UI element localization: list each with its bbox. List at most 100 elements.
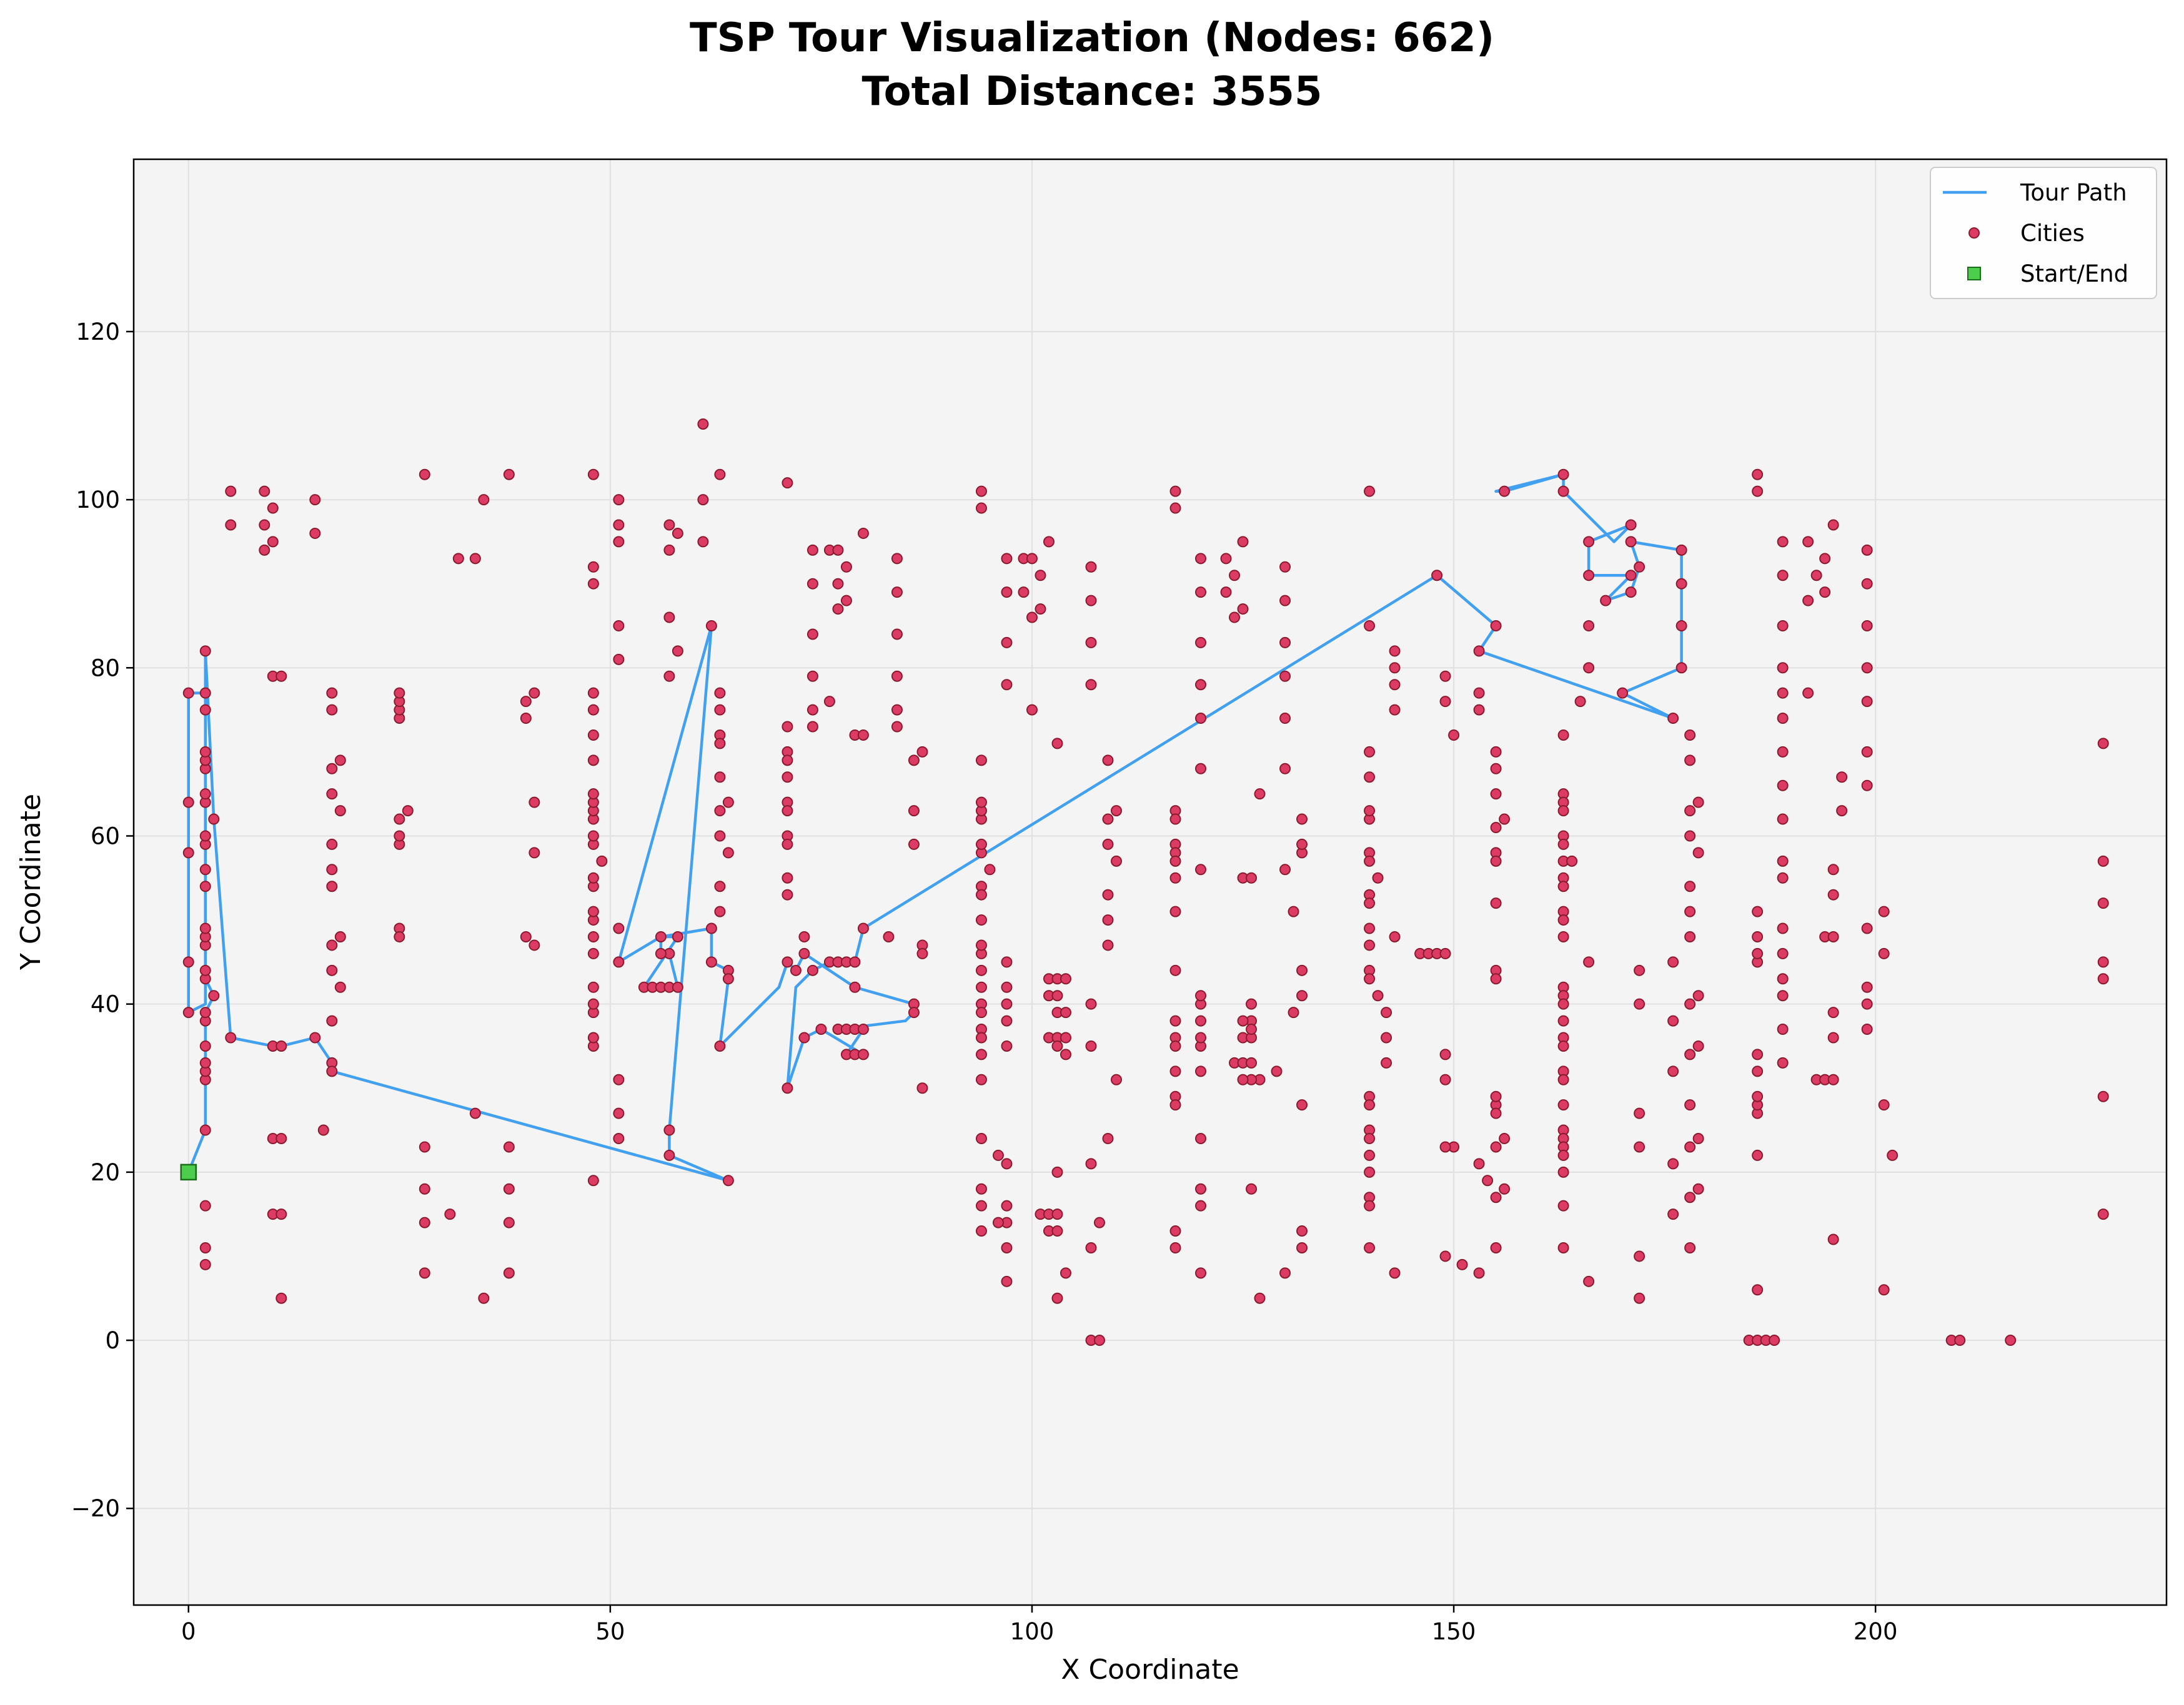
city-point [1836, 771, 1848, 783]
city-point [199, 922, 211, 934]
city-point [1060, 1267, 1071, 1279]
city-point [1819, 586, 1831, 598]
city-point [1220, 553, 1232, 565]
city-point [975, 964, 987, 976]
city-point [1001, 679, 1013, 691]
city-point [1861, 696, 1873, 708]
city-point [2097, 897, 2109, 909]
city-point [1364, 1166, 1376, 1178]
city-point [1364, 771, 1376, 783]
city-point [722, 796, 734, 808]
city-point [714, 1040, 726, 1052]
city-point [975, 838, 987, 850]
city-point [1777, 687, 1789, 699]
city-point [1557, 998, 1569, 1010]
city-point [1557, 1149, 1569, 1161]
city-point [1861, 779, 1873, 791]
x-axis-label: X Coordinate [1061, 1654, 1239, 1686]
city-point [1051, 1166, 1063, 1178]
city-point [1752, 931, 1764, 942]
city-point [782, 771, 793, 783]
plot-area [134, 159, 2167, 1605]
city-point [1237, 1015, 1249, 1027]
city-point [1279, 595, 1291, 606]
city-point [807, 628, 818, 640]
city-point [857, 527, 869, 539]
city-point [1085, 561, 1097, 573]
city-point [1490, 763, 1502, 774]
tour-segment [803, 952, 856, 989]
city-point [807, 578, 818, 590]
city-point [984, 864, 996, 876]
grid-layer [134, 159, 2167, 1605]
city-point [1364, 973, 1376, 985]
city-point [529, 847, 540, 859]
city-point [334, 754, 346, 766]
city-point [520, 713, 532, 724]
city-point [587, 788, 599, 800]
city-point [1684, 729, 1696, 741]
city-point [1557, 1166, 1569, 1178]
city-point [807, 670, 818, 682]
city-point [1169, 813, 1181, 825]
city-point [1110, 855, 1122, 867]
city-point [1675, 544, 1687, 556]
city-point [782, 889, 793, 901]
city-point [1752, 485, 1764, 497]
city-point [1777, 536, 1789, 548]
city-point [326, 1015, 338, 1027]
city-point [1102, 914, 1114, 926]
x-tick-label: 100 [1010, 1618, 1055, 1645]
city-point [587, 906, 599, 917]
city-point [326, 939, 338, 951]
city-point [1026, 611, 1038, 623]
city-point [722, 1175, 734, 1187]
city-point [883, 931, 895, 942]
city-point [267, 536, 279, 548]
legend-label-start-end: Start/End [2020, 260, 2128, 287]
city-point [1557, 931, 1569, 942]
city-point [663, 544, 675, 556]
city-point [2097, 738, 2109, 749]
city-point [663, 670, 675, 682]
city-point [790, 964, 802, 976]
city-point [478, 1292, 490, 1304]
city-point [1195, 1015, 1207, 1027]
city-point [1051, 1292, 1063, 1304]
tour-segment [668, 952, 680, 989]
city-point [840, 595, 852, 606]
city-point [1169, 872, 1181, 884]
city-point [807, 721, 818, 733]
city-point [1195, 1133, 1207, 1145]
city-point [1381, 1032, 1392, 1044]
city-point [1684, 754, 1696, 766]
city-point [613, 536, 625, 548]
city-point [782, 477, 793, 489]
city-point [1439, 1049, 1451, 1060]
city-point [199, 746, 211, 758]
city-point [1035, 603, 1046, 615]
city-point [1557, 1242, 1569, 1253]
city-point [1169, 855, 1181, 867]
tour-segment [786, 1036, 806, 1090]
city-point [1195, 713, 1207, 724]
city-point [782, 1082, 793, 1094]
city-point [1195, 864, 1207, 876]
city-point [1169, 1040, 1181, 1052]
city-point [326, 704, 338, 716]
city-point [1195, 636, 1207, 648]
city-point [259, 544, 271, 556]
city-point [199, 704, 211, 716]
tour-segment [330, 1070, 730, 1182]
city-point [672, 981, 683, 993]
city-point [714, 881, 726, 892]
tour-segment [1629, 540, 1683, 552]
city-point [891, 721, 903, 733]
city-point [1110, 1074, 1122, 1085]
city-point [1195, 763, 1207, 774]
city-point [1861, 544, 1873, 556]
city-point [587, 704, 599, 716]
cities-layer [182, 418, 2109, 1347]
city-point [1364, 746, 1376, 758]
city-point [857, 729, 869, 741]
